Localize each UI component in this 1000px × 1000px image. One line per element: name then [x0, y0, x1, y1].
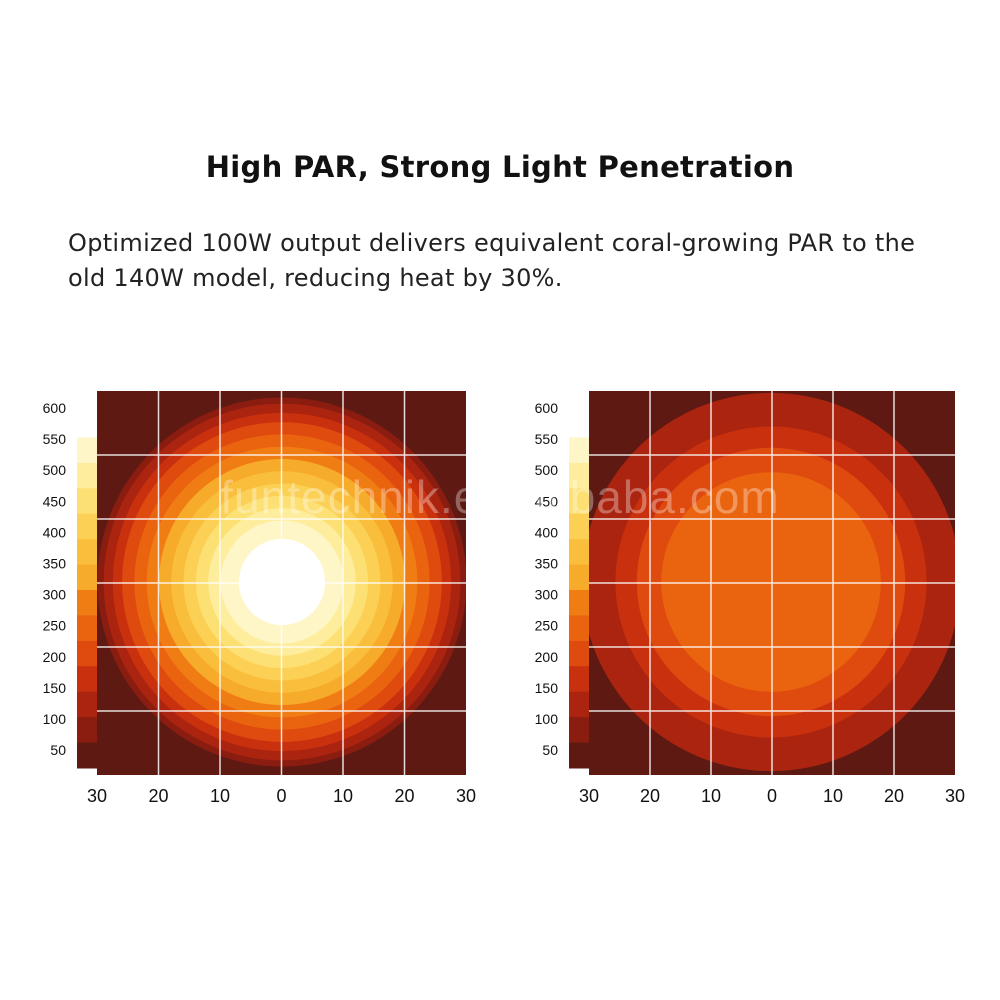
colorbar-segment — [569, 539, 589, 566]
colorbar-tick-label: 50 — [542, 742, 558, 758]
x-tick-label: 30 — [87, 786, 107, 806]
colorbar-segment — [569, 488, 589, 515]
colorbar-tick-label: 200 — [43, 649, 67, 665]
page-title: High PAR, Strong Light Penetration — [205, 150, 795, 184]
colorbar-segment — [569, 437, 589, 464]
grid — [97, 391, 466, 775]
colorbar-tick-label: 450 — [535, 493, 559, 509]
colorbar-tick-label: 400 — [43, 524, 67, 540]
colorbar-segment — [569, 742, 589, 769]
colorbar-tick-label: 250 — [43, 618, 67, 634]
colorbar-tick-label: 500 — [43, 462, 67, 478]
colorbar-tick-label: 350 — [535, 556, 559, 572]
colorbar-segment — [569, 717, 589, 744]
colorbar-segment — [77, 615, 97, 642]
colorbar-tick-label: 100 — [535, 711, 559, 727]
colorbar-tick-label: 450 — [43, 493, 67, 509]
x-tick-label: 20 — [884, 786, 904, 806]
colorbar-segment — [569, 666, 589, 693]
colorbar-tick-label: 150 — [43, 680, 67, 696]
colorbar-tick-label: 500 — [535, 462, 559, 478]
colorbar-tick-label: 600 — [43, 400, 67, 416]
colorbar-tick-label: 550 — [43, 431, 67, 447]
colorbar-segment — [569, 412, 589, 438]
colorbar-segment — [569, 615, 589, 642]
x-tick-label: 20 — [394, 786, 414, 806]
colorbar-tick-label: 300 — [43, 587, 67, 603]
colorbar-tick-label: 50 — [50, 742, 66, 758]
colorbar-segment — [77, 513, 97, 540]
colorbar-segment — [77, 717, 97, 744]
x-tick-label: 0 — [276, 786, 286, 806]
colorbar-segment — [77, 437, 97, 464]
colorbar-segment — [569, 590, 589, 616]
colorbar-tick-label: 100 — [43, 711, 67, 727]
colorbar-tick-label: 150 — [535, 680, 559, 696]
colorbar-segment — [569, 462, 589, 489]
colorbar-tick-label: 600 — [535, 400, 559, 416]
colorbar-tick-label: 250 — [535, 618, 559, 634]
x-tick-label: 20 — [148, 786, 168, 806]
grid — [589, 391, 955, 775]
x-tick-label: 20 — [640, 786, 660, 806]
colorbar-segment — [77, 666, 97, 693]
x-tick-label: 0 — [767, 786, 777, 806]
page-subtitle: Optimized 100W output delivers equivalen… — [68, 229, 916, 292]
colorbar-segment — [77, 742, 97, 769]
colorbar-segment — [77, 564, 97, 591]
colorbar-segment — [77, 691, 97, 718]
colorbar: 600 550 500 450 400 350 300 250 200 150 100 50 — [535, 400, 589, 769]
x-tick-label: 10 — [823, 786, 843, 806]
colorbar-segment — [77, 539, 97, 566]
colorbar-segment — [77, 640, 97, 667]
x-tick-label: 30 — [456, 786, 476, 806]
contour-rings — [589, 392, 955, 772]
colorbar-segment — [569, 564, 589, 591]
x-tick-label: 10 — [701, 786, 721, 806]
x-tick-label: 30 — [579, 786, 599, 806]
colorbar-segment — [77, 488, 97, 515]
colorbar-segment — [77, 590, 97, 616]
x-tick-label: 10 — [333, 786, 353, 806]
colorbar-segment — [569, 513, 589, 540]
colorbar-segment — [569, 691, 589, 718]
colorbar-tick-label: 400 — [535, 524, 559, 540]
colorbar: 600 550 500 450 400 350 300 250 200 150 100 50 — [43, 400, 97, 769]
colorbar-segment — [77, 412, 97, 438]
colorbar-tick-label: 200 — [535, 649, 559, 665]
colorbar-segment — [77, 462, 97, 489]
colorbar-tick-label: 550 — [535, 431, 559, 447]
contour-250 — [661, 472, 881, 692]
x-tick-label: 10 — [210, 786, 230, 806]
colorbar-tick-label: 350 — [43, 556, 67, 572]
x-tick-label: 30 — [945, 786, 965, 806]
colorbar-tick-label: 300 — [535, 587, 559, 603]
colorbar-segment — [569, 640, 589, 667]
